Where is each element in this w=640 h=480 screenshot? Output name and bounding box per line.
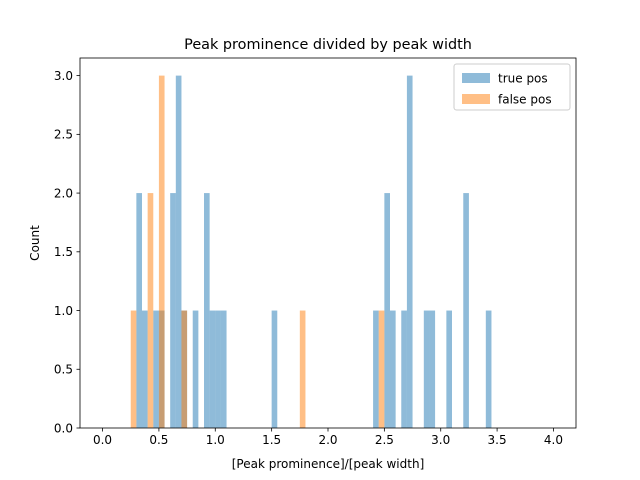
bar-true-pos — [142, 310, 148, 428]
x-tick-label: 3.5 — [488, 433, 507, 447]
legend-swatch-true-pos — [462, 73, 490, 83]
bar-true-pos — [271, 310, 278, 428]
bars-layer — [130, 75, 492, 429]
bar-true-pos — [136, 193, 142, 428]
bar-true-pos — [423, 310, 430, 428]
x-tick-label: 1.5 — [262, 433, 281, 447]
x-tick-label: 4.0 — [544, 433, 563, 447]
legend: true pos false pos — [453, 63, 571, 111]
y-tick-label: 2.0 — [54, 186, 73, 200]
legend-label-false-pos: false pos — [498, 93, 552, 107]
y-axis-label: Count — [28, 225, 42, 261]
bar-false-pos — [181, 310, 188, 428]
bar-true-pos — [220, 310, 227, 428]
bar-true-pos — [406, 75, 413, 429]
x-axis-label: [Peak prominence]/[peak width] — [232, 457, 425, 471]
bar-true-pos — [446, 310, 452, 428]
bar-true-pos — [373, 310, 379, 428]
x-tick-label: 2.5 — [375, 433, 394, 447]
x-tick-label: 0.0 — [93, 433, 112, 447]
bar-true-pos — [429, 310, 436, 428]
axes-layer: 0.0 0.5 1.0 1.5 2.0 2.5 3.0 3.5 4.0 0.0 0.5 1.0 1.5 2… — [54, 57, 577, 447]
bar-false-pos — [158, 75, 165, 429]
bar-true-pos — [204, 193, 210, 428]
y-tick-label: 0.0 — [54, 421, 73, 435]
y-tick-label: 1.0 — [54, 304, 73, 318]
bar-true-pos — [175, 75, 182, 429]
bar-true-pos — [390, 310, 396, 428]
bar-true-pos — [153, 310, 159, 428]
bar-true-pos — [401, 310, 407, 428]
x-tick-label: 2.0 — [318, 433, 337, 447]
y-tick-label: 2.5 — [54, 128, 73, 142]
bar-false-pos — [378, 310, 385, 428]
x-tick-label: 1.0 — [206, 433, 225, 447]
legend-label-true-pos: true pos — [498, 72, 548, 86]
legend-swatch-false-pos — [462, 94, 490, 104]
bar-false-pos — [130, 310, 137, 428]
bar-true-pos — [215, 310, 221, 428]
bar-false-pos — [299, 310, 306, 428]
bar-true-pos — [192, 310, 199, 428]
y-tick-label: 0.5 — [54, 363, 73, 377]
x-tick-label: 0.5 — [149, 433, 168, 447]
bar-true-pos — [384, 193, 390, 428]
bar-true-pos — [485, 310, 492, 428]
bar-true-pos — [209, 310, 216, 428]
x-tick-label: 3.0 — [431, 433, 450, 447]
chart-title: Peak prominence divided by peak width — [184, 37, 472, 53]
y-tick-label: 1.5 — [54, 245, 73, 259]
bar-true-pos — [463, 193, 469, 428]
y-tick-label: 3.0 — [54, 69, 73, 83]
bar-true-pos — [170, 193, 176, 428]
bar-false-pos — [147, 193, 154, 428]
